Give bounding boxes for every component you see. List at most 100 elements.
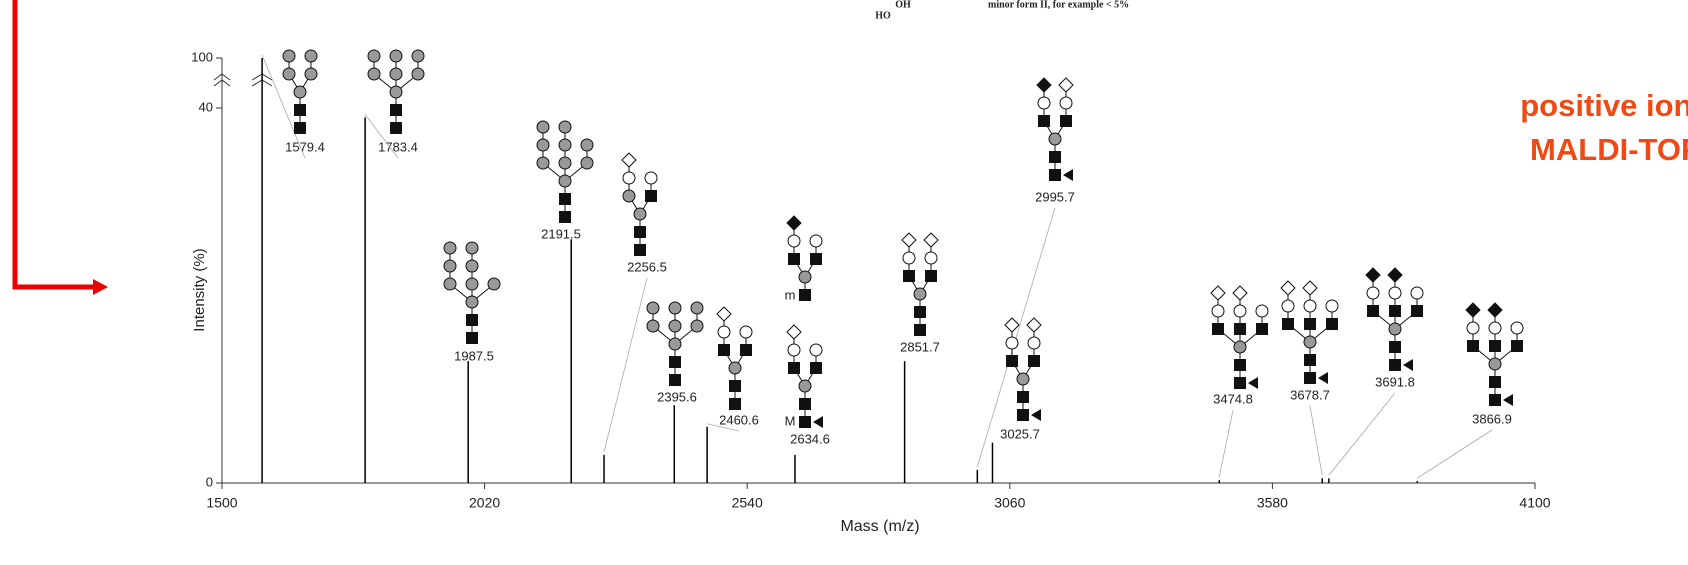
glycan-residue: [1326, 318, 1338, 330]
leader-line: [261, 54, 306, 159]
leader-line: [707, 423, 740, 432]
glycan-residue: [558, 156, 572, 170]
peak-label: 2460.6: [719, 412, 759, 427]
glycan-residue: [645, 190, 657, 202]
glycan-residue: [443, 259, 457, 273]
glycan-residue: [690, 301, 704, 315]
glycan-residue: [903, 270, 915, 282]
peak-label: 3691.8: [1375, 374, 1415, 389]
glycan-residue: [798, 379, 812, 393]
glycan-residue: [1017, 409, 1029, 421]
glycan-residue: [1031, 409, 1041, 421]
annotation: MALDI-TOF: [1530, 132, 1688, 167]
glycan-residue: [1487, 302, 1503, 318]
glycan-residue: [728, 361, 742, 375]
glycan-residue: [1212, 323, 1224, 335]
peak-label: 3678.7: [1290, 387, 1330, 402]
glycan-residue: [799, 416, 811, 428]
glycan-residue: [913, 287, 927, 301]
glycan-residue: [282, 49, 296, 63]
glycan-residue: [1233, 340, 1247, 354]
annotation: positive ions: [1520, 88, 1688, 123]
glycan-residue: [1037, 96, 1051, 110]
glycan-residue: [1248, 377, 1258, 389]
glycan-residue: [465, 241, 479, 255]
x-tick-label: 4100: [1519, 495, 1550, 511]
glycan-residue: [1059, 96, 1073, 110]
glycan-residue: [1017, 391, 1029, 403]
glycan-residue: [411, 49, 425, 63]
glycan-residue: [690, 319, 704, 333]
glycan-residue: [1004, 317, 1020, 333]
glycan-residue: [1410, 286, 1424, 300]
glycan-residue: [1060, 115, 1072, 127]
glycan-residue: [465, 277, 479, 291]
glycan-residue: [621, 152, 637, 168]
glycan-residue: [487, 277, 501, 291]
glycan-residue: [389, 85, 403, 99]
glycan-residue: [788, 362, 800, 374]
glycan-residue: [1303, 299, 1317, 313]
peak-label: 2851.7: [900, 339, 940, 354]
glycan-residue: [924, 251, 938, 265]
peak-label: 2395.6: [657, 389, 697, 404]
glycan-residue: [1282, 318, 1294, 330]
glycan-residue: [787, 343, 801, 357]
leader-line: [976, 207, 1056, 467]
glycan-residue: [1366, 286, 1380, 300]
glycan-residue: [786, 324, 802, 340]
glycan-residue: [813, 416, 823, 428]
glycan-residue: [1005, 336, 1019, 350]
glycan-residue: [536, 138, 550, 152]
glycan-residue: [580, 156, 594, 170]
glycan-residue: [1058, 77, 1074, 93]
peak-label: 3025.7: [1000, 426, 1040, 441]
glycan-residue: [1304, 372, 1316, 384]
glycan-residue: [798, 270, 812, 284]
glycan-residue: [390, 104, 402, 116]
glycan-residue: [559, 211, 571, 223]
glycan-residue: [536, 120, 550, 134]
glycan-residue: [1036, 77, 1052, 93]
glycan-residue: [389, 67, 403, 81]
glycan-residue: [1503, 394, 1513, 406]
glycan-residue: [1006, 355, 1018, 367]
peak-label: 1783.4: [378, 139, 418, 154]
glycan-residue: [580, 138, 594, 152]
glycan-residue: [718, 344, 730, 356]
glycan-residue: [1049, 169, 1061, 181]
glycan-residue: [668, 319, 682, 333]
glycan-residue: [1304, 354, 1316, 366]
glycan-residue: [1048, 132, 1062, 146]
glycan-residue: [810, 253, 822, 265]
glycan-residue: [740, 344, 752, 356]
glycan-residue: [1210, 285, 1226, 301]
leader-line: [1328, 392, 1396, 476]
annotation: minor form II, for example < 5%: [988, 0, 1129, 10]
glycan-residue: [739, 325, 753, 339]
peak-label: 2191.5: [541, 226, 581, 241]
glycan-residue: [716, 306, 732, 322]
glycan-residue: [443, 277, 457, 291]
glycan-residue: [669, 356, 681, 368]
glycan-residue: [390, 122, 402, 134]
glycan-residue: [1411, 305, 1423, 317]
glycan-residue: [669, 374, 681, 386]
glycan-residue: [1325, 299, 1339, 313]
glycan-residue: [646, 301, 660, 315]
glycan-residue: [622, 171, 636, 185]
glycan-residue: [411, 67, 425, 81]
glycan-residue: [788, 253, 800, 265]
leader-line: [1309, 405, 1323, 476]
glycan-residue: [1318, 372, 1328, 384]
glycan-residue: [304, 67, 318, 81]
glycan-residue: [914, 306, 926, 318]
glycan-residue: [389, 49, 403, 63]
peak-label: 1579.4: [285, 139, 325, 154]
x-axis-label: Mass (m/z): [840, 518, 919, 535]
glycan-residue: [1281, 299, 1295, 313]
glycan-residue: [644, 171, 658, 185]
glycan-residue: [558, 138, 572, 152]
y-tick-label: 0: [206, 474, 213, 489]
annotation: HO: [875, 10, 891, 21]
